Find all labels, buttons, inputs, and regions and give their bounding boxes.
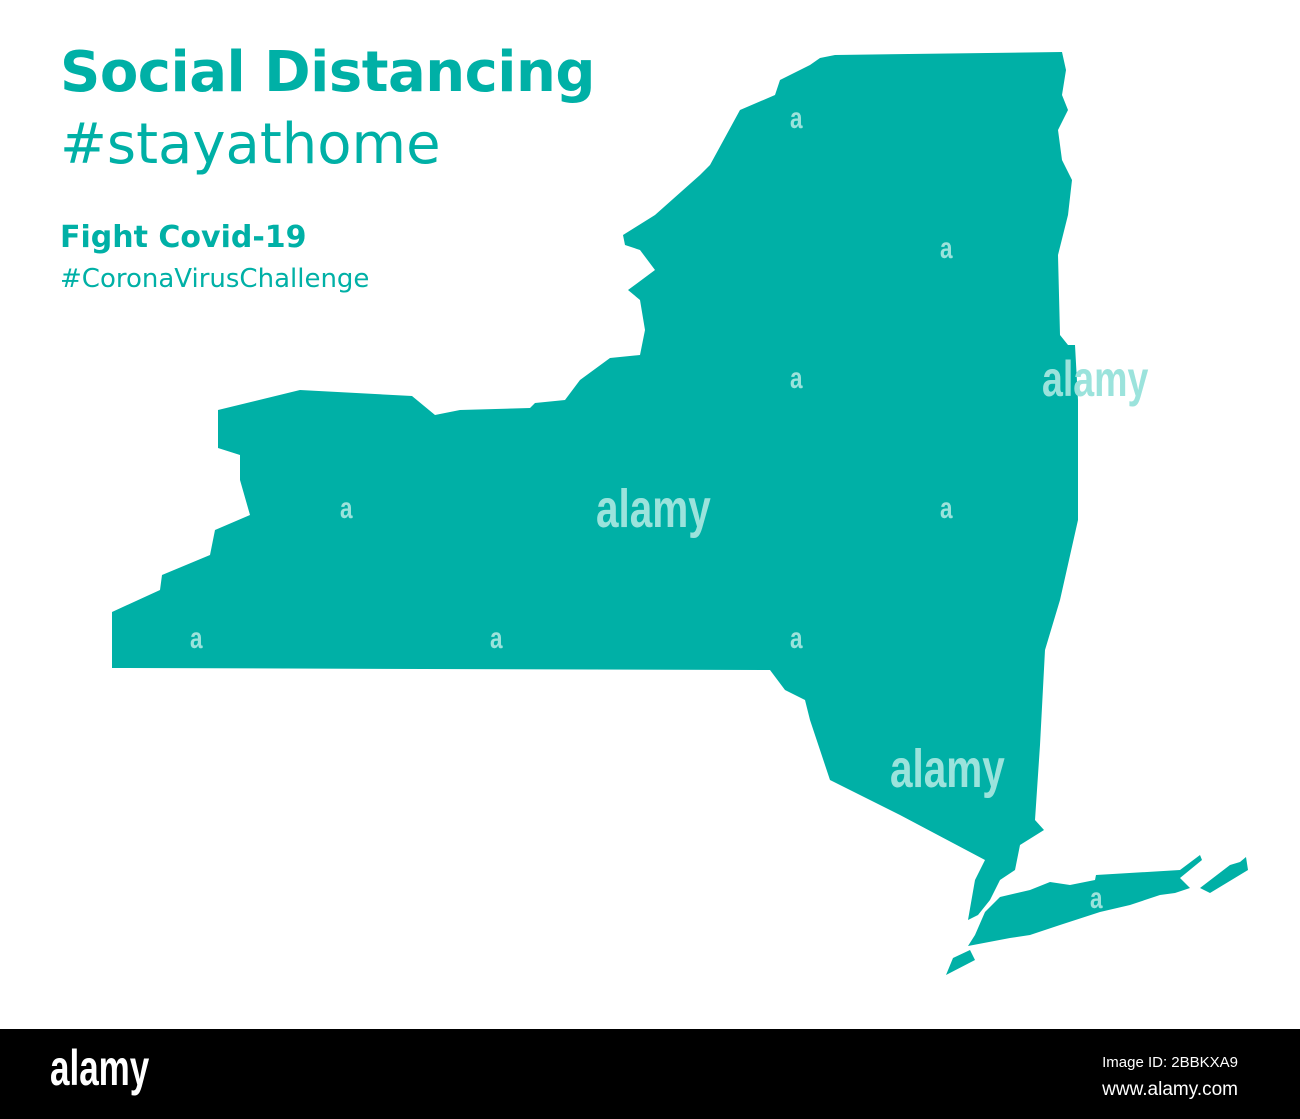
alamy-logo: alamy <box>50 1040 150 1096</box>
watermark-small: a <box>190 622 203 655</box>
title: Social Distancing <box>60 40 595 105</box>
watermark: alamy <box>1042 351 1149 407</box>
watermark-small: a <box>1090 882 1103 915</box>
subtitle: Fight Covid-19 <box>60 220 307 255</box>
watermark-small: a <box>790 622 803 655</box>
watermark: alamy <box>596 479 711 539</box>
new-york-state-map <box>112 52 1248 975</box>
watermark: alamy <box>890 739 1005 799</box>
long-island <box>968 855 1202 946</box>
watermark-small: a <box>790 362 803 395</box>
staten-island <box>946 950 975 975</box>
hashtag: #stayathome <box>60 112 441 177</box>
watermark-small: a <box>940 492 953 525</box>
footer-bar: alamy Image ID: 2BBKXA9 www.alamy.com <box>0 1029 1300 1119</box>
long-island-north-fork <box>1200 857 1248 893</box>
watermark-small: a <box>490 622 503 655</box>
subtitle-hashtag: #CoronaVirusChallenge <box>60 264 370 294</box>
watermark-small: a <box>940 232 953 265</box>
website-link[interactable]: www.alamy.com <box>1102 1079 1238 1100</box>
watermark-small: a <box>790 102 803 135</box>
watermark-small: a <box>340 492 353 525</box>
new-york-mainland <box>112 52 1078 920</box>
image-id: Image ID: 2BBKXA9 <box>1102 1054 1238 1071</box>
